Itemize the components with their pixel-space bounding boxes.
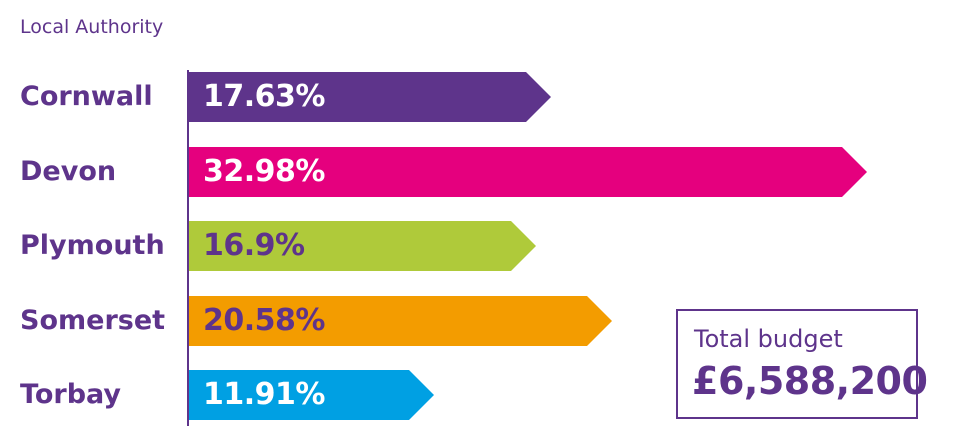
- value-label-plymouth: 16.9%: [203, 228, 305, 263]
- value-label-somerset: 20.58%: [203, 303, 325, 338]
- bar-torbay: 11.91%: [189, 370, 434, 420]
- bar-cornwall: 17.63%: [189, 72, 551, 122]
- category-label-torbay: Torbay: [20, 379, 122, 410]
- axis-line: [187, 70, 189, 426]
- bar-plymouth: 16.9%: [189, 221, 536, 271]
- category-label-plymouth: Plymouth: [20, 230, 165, 261]
- value-label-cornwall: 17.63%: [203, 79, 325, 114]
- bar-somerset: 20.58%: [189, 296, 612, 346]
- total-budget-label: Total budget: [694, 325, 843, 353]
- total-budget-value: £6,588,200: [692, 359, 928, 403]
- axis-title: Local Authority: [20, 16, 164, 38]
- category-label-somerset: Somerset: [20, 305, 166, 336]
- total-budget-box: Total budget £6,588,200: [676, 309, 928, 419]
- value-label-devon: 32.98%: [203, 154, 325, 189]
- bar-devon: 32.98%: [189, 147, 867, 197]
- value-label-torbay: 11.91%: [203, 377, 325, 412]
- category-label-devon: Devon: [20, 156, 117, 187]
- category-label-cornwall: Cornwall: [20, 81, 153, 112]
